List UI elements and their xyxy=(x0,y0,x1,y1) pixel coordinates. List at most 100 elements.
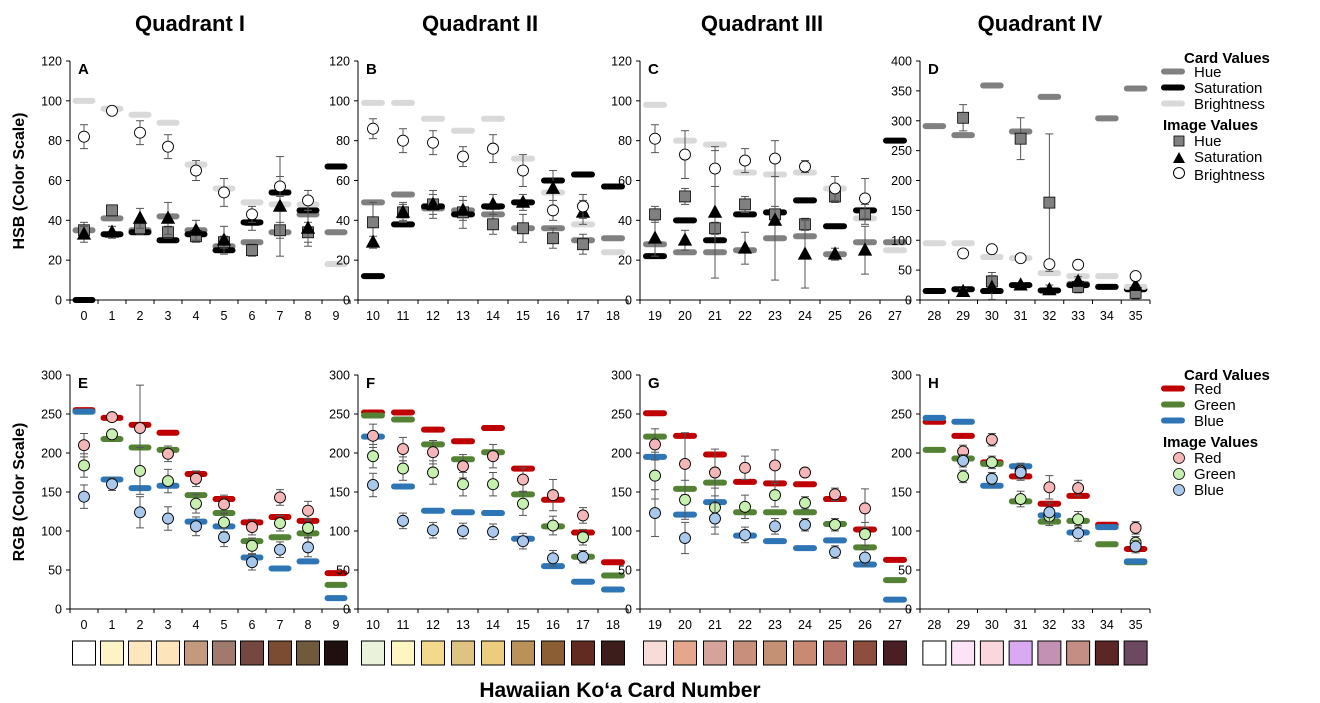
card-hue-bar xyxy=(1123,85,1148,92)
hsb-legend-image-saturation-symbol xyxy=(1173,152,1185,163)
card-color-swatch xyxy=(1066,640,1091,666)
image-saturation-point xyxy=(104,224,120,238)
card-brightness-bar xyxy=(1037,270,1062,277)
card-color-swatch xyxy=(673,640,697,666)
x-tick-label: 6 xyxy=(249,618,256,632)
x-tick-label: 15 xyxy=(516,618,530,632)
image-hue-point xyxy=(517,222,529,235)
x-tick-label: 19 xyxy=(648,618,662,632)
image-red-point xyxy=(679,457,691,470)
card-blue-bar xyxy=(391,483,415,490)
rgb-legend-image-blue-label: Blue xyxy=(1194,482,1224,499)
card-blue-bar xyxy=(324,595,348,602)
image-green-point xyxy=(190,497,202,510)
x-tick-label: 35 xyxy=(1129,309,1143,323)
image-green-point xyxy=(799,496,811,509)
rgb-legend-image-green-symbol xyxy=(1173,468,1185,480)
x-tick-label: 10 xyxy=(366,618,380,632)
hsb-legend-image-saturation-label: Saturation xyxy=(1194,149,1262,166)
x-tick-label: 5 xyxy=(221,618,228,632)
image-blue-point xyxy=(679,532,691,544)
image-blue-point xyxy=(1129,540,1142,553)
x-tick-label: 26 xyxy=(858,309,872,323)
image-saturation-point xyxy=(984,279,1000,293)
x-tick-label: 30 xyxy=(985,618,999,632)
y-tick-label: 150 xyxy=(329,486,350,500)
card-green-bar xyxy=(922,446,947,453)
x-tick-label: 1 xyxy=(109,309,116,323)
x-tick-label: 29 xyxy=(956,309,970,323)
x-tick-label: 22 xyxy=(738,618,752,632)
image-saturation-point xyxy=(76,226,92,240)
card-red-bar xyxy=(391,409,415,416)
hsb-y-axis-label: HSB (Color Scale) xyxy=(11,113,28,250)
image-green-point xyxy=(649,469,661,482)
x-tick-label: 16 xyxy=(546,309,560,323)
card-color-swatch xyxy=(1094,640,1119,666)
y-tick-label: 40 xyxy=(618,214,632,228)
panel-a: 0 20 40 60 80 100 120 0 1 2 3 4 5 6 7 8 9 A xyxy=(41,55,351,323)
y-tick-label: 0 xyxy=(905,603,912,617)
x-tick-label: 14 xyxy=(486,309,500,323)
card-hue-bar xyxy=(1037,93,1062,100)
card-green-bar xyxy=(268,534,292,541)
y-tick-label: 200 xyxy=(891,174,912,188)
card-red-bar xyxy=(643,410,667,417)
card-color-swatch xyxy=(451,640,475,666)
card-green-bar xyxy=(763,509,787,516)
y-tick-label: 200 xyxy=(611,447,632,461)
image-green-point xyxy=(134,464,146,477)
rgb-legend-card-heading: Card Values xyxy=(1184,367,1270,384)
card-color-swatch xyxy=(1037,640,1062,666)
x-tick-label: 9 xyxy=(333,618,340,632)
card-color-swatch xyxy=(324,640,348,666)
y-tick-label: 150 xyxy=(41,486,62,500)
card-color-swatch xyxy=(268,640,292,666)
x-tick-label: 31 xyxy=(1014,618,1028,632)
swatch-row-1 xyxy=(72,640,348,666)
image-brightness-point xyxy=(957,247,970,260)
y-tick-label: 50 xyxy=(48,564,62,578)
y-tick-label: 300 xyxy=(891,114,912,128)
image-blue-point xyxy=(829,546,841,559)
card-color-swatch xyxy=(240,640,264,666)
x-tick-label: 17 xyxy=(576,309,590,323)
card-brightness-bar xyxy=(601,249,625,256)
image-brightness-point xyxy=(985,243,998,256)
image-red-point xyxy=(274,491,286,504)
image-brightness-point xyxy=(1043,258,1056,271)
card-color-swatch xyxy=(853,640,877,666)
card-saturation-bar xyxy=(733,211,757,218)
hsb-legend-card-hue-label: Hue xyxy=(1194,64,1222,81)
x-tick-label: 10 xyxy=(366,309,380,323)
image-brightness-point xyxy=(547,204,559,217)
card-brightness-bar xyxy=(703,141,727,148)
y-tick-label: 300 xyxy=(611,369,632,383)
image-blue-point xyxy=(769,520,781,533)
x-tick-label: 15 xyxy=(516,309,530,323)
y-tick-label: 100 xyxy=(41,525,62,539)
image-green-point xyxy=(985,456,998,469)
image-blue-point xyxy=(106,478,118,491)
card-green-bar xyxy=(793,509,817,516)
y-tick-label: 80 xyxy=(48,134,62,148)
x-tick-label: 24 xyxy=(798,618,812,632)
image-saturation-point xyxy=(1042,282,1057,296)
x-tick-label: 3 xyxy=(165,618,172,632)
card-red-bar xyxy=(793,481,817,488)
image-blue-point xyxy=(162,512,174,525)
x-tick-label: 9 xyxy=(333,309,340,323)
y-tick-label: 50 xyxy=(336,564,350,578)
x-tick-label: 19 xyxy=(648,309,662,323)
rgb-legend-image-green-label: Green xyxy=(1194,466,1236,483)
rgb-legend-card-blue-swatch xyxy=(1161,417,1185,424)
image-green-point xyxy=(367,450,379,463)
x-tick-label: 33 xyxy=(1071,618,1085,632)
card-brightness-bar xyxy=(72,97,96,104)
image-green-point xyxy=(517,497,529,510)
y-tick-label: 250 xyxy=(611,408,632,422)
image-red-point xyxy=(649,438,661,451)
image-hue-point xyxy=(487,218,499,231)
image-saturation-point xyxy=(216,232,232,246)
card-color-swatch xyxy=(361,640,385,666)
